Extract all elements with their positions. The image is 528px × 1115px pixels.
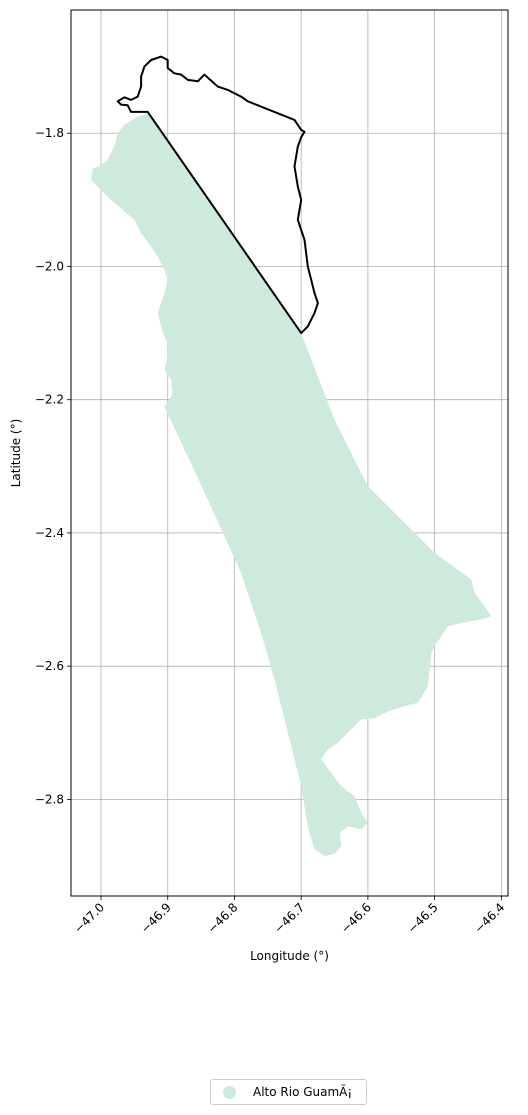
y-tick-label: −2.8 (35, 792, 64, 806)
region-alto-rio-guama (91, 113, 492, 857)
plot-frame (70, 9, 509, 897)
y-axis-label: Latitude (°) (9, 419, 23, 488)
x-tick-label: −46.8 (205, 900, 241, 936)
x-tick-label: −46.4 (472, 900, 508, 936)
map-regions (91, 55, 492, 857)
region-outline (116, 55, 319, 335)
y-tick-label: −1.8 (35, 126, 64, 140)
y-tick-label: −2.4 (35, 526, 64, 540)
x-tick-label: −46.5 (405, 900, 441, 936)
legend: Alto Rio GuamÃ¡ (210, 1079, 367, 1105)
legend-marker (223, 1085, 236, 1099)
y-tick-label: −2.0 (35, 259, 64, 273)
y-tick-label: −2.2 (35, 393, 64, 407)
legend-label: Alto Rio GuamÃ¡ (253, 1085, 353, 1099)
x-tick-label: −47.0 (71, 900, 107, 936)
x-tick-label: −46.6 (338, 900, 374, 936)
x-tick-label: −46.9 (138, 900, 174, 936)
y-tick-label: −2.6 (35, 659, 64, 673)
x-tick-label: −46.7 (271, 900, 307, 936)
map-figure: −47.0 −46.9 −46.8 −46.7 −46.6 −46.5 −46.4 −1.8 −… (9, 9, 509, 963)
x-axis-label: Longitude (°) (250, 949, 329, 963)
